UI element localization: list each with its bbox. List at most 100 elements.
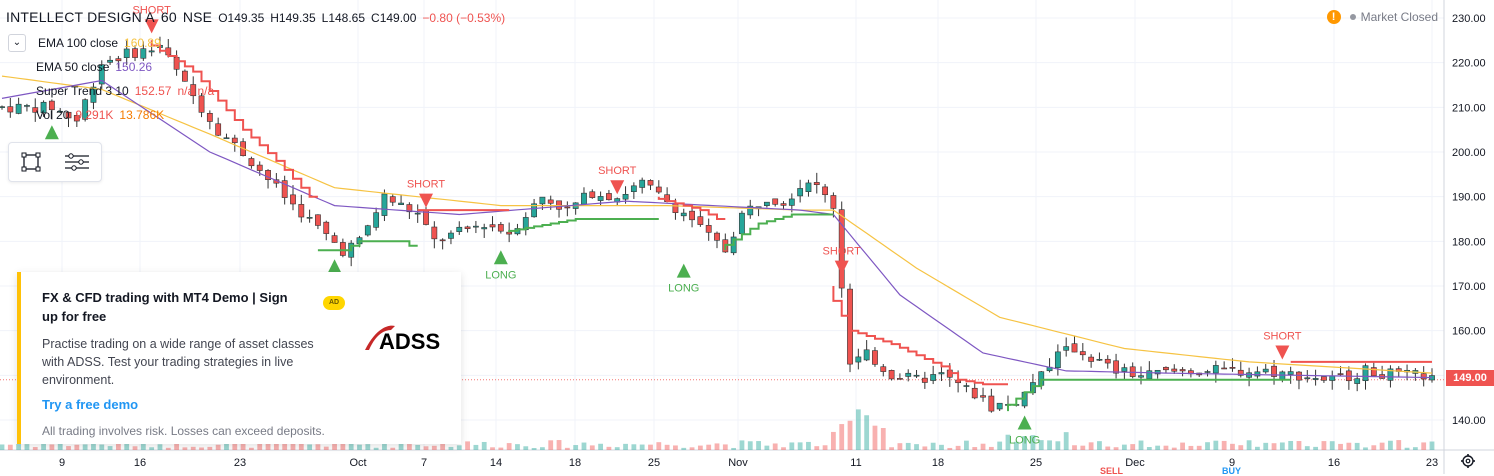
volume-bar <box>1354 442 1360 450</box>
candle-body <box>1329 375 1336 381</box>
volume-bar <box>340 442 346 450</box>
volume-bar <box>107 446 113 450</box>
candle-body <box>1179 369 1186 372</box>
candle-body <box>531 203 537 218</box>
candle-body <box>315 214 321 226</box>
volume-bar <box>1097 441 1102 450</box>
legend-name: EMA 100 close <box>38 36 119 50</box>
long-signal-arrow <box>493 250 508 265</box>
time-axis[interactable]: 9 16 23 Oct 7 14 18 25 Nov 11 18 25 Dec 9 16 23 <box>59 457 1438 469</box>
candle-body <box>1387 368 1394 381</box>
legend-row-ema50[interactable]: EMA 50 close 150.26 <box>8 55 214 79</box>
settings-lines-icon[interactable] <box>63 151 91 173</box>
candle-body <box>913 374 920 377</box>
sell-tab[interactable]: SELL <box>1100 466 1124 476</box>
candle-body <box>1063 346 1070 351</box>
price-tick-label: 210.00 <box>1452 102 1486 114</box>
volume-bar <box>473 444 479 450</box>
market-status-text: Market Closed <box>1360 10 1438 24</box>
ad-cta-link[interactable]: Try a free demo <box>42 397 139 412</box>
legend-value-2: n/a n/a <box>177 84 215 98</box>
candle-body <box>963 385 970 387</box>
candle-body <box>1362 365 1369 382</box>
candle-body <box>90 86 97 103</box>
legend-row-ema100[interactable]: ⌄ EMA 100 close 160.89 <box>8 31 214 55</box>
candle-body <box>589 191 596 198</box>
candle-body <box>988 395 995 412</box>
volume-bar <box>282 441 288 450</box>
short-signal-arrow <box>144 19 159 34</box>
short-signal-arrow <box>1275 345 1290 360</box>
candle-body <box>763 201 770 206</box>
candle-body <box>448 232 454 239</box>
legend-row-supertrend[interactable]: Super Trend 3 10 152.57 n/a n/a <box>8 79 214 103</box>
candle-body <box>414 212 421 215</box>
volume-bar <box>66 446 71 450</box>
candle-body <box>1287 371 1294 375</box>
time-tick-label: 7 <box>421 457 427 469</box>
volume-bar <box>490 447 495 450</box>
buy-tab[interactable]: BUY <box>1222 466 1242 476</box>
candle-body <box>406 204 413 213</box>
candle-body <box>863 349 870 361</box>
candle-body <box>838 209 845 289</box>
short-signal-label: SHORT <box>1263 330 1302 342</box>
volume-bar <box>515 444 520 450</box>
candle-body <box>15 103 22 114</box>
candle-body <box>456 226 463 232</box>
volume-bar <box>249 447 254 450</box>
symbol-name[interactable]: INTELLECT DESIGN A <box>6 9 155 25</box>
drawing-toolbox <box>8 142 102 182</box>
volume-bar <box>174 441 179 450</box>
settings-gear-icon[interactable] <box>1461 454 1475 468</box>
volume-bar <box>1180 442 1185 450</box>
volume-bar <box>1146 447 1152 450</box>
volume-bar <box>1055 441 1061 450</box>
time-tick-label: 16 <box>1328 457 1340 469</box>
ad-title[interactable]: FX & CFD trading with MT4 Demo | Sign up… <box>42 290 288 324</box>
warning-icon[interactable]: ! <box>1326 10 1341 24</box>
rectangle-select-icon[interactable] <box>20 151 42 173</box>
volume-bar <box>839 424 845 450</box>
candle-body <box>40 101 47 114</box>
volume-bar <box>1130 444 1136 450</box>
collapse-legend-button[interactable]: ⌄ <box>8 34 26 52</box>
candle-body <box>672 202 679 213</box>
price-axis[interactable]: 230.00 220.00 210.00 200.00 190.00 180.00 170.… <box>1452 13 1486 427</box>
svg-text:ADSS: ADSS <box>379 329 440 354</box>
volume-bar <box>1313 446 1319 450</box>
candle-body <box>306 217 313 219</box>
ad-badge: AD <box>323 296 345 310</box>
volume-bar <box>1022 436 1028 450</box>
candle-body <box>1254 371 1261 377</box>
candle-body <box>115 58 122 62</box>
candle-body <box>73 115 80 122</box>
volume-bar <box>1030 435 1036 450</box>
candle-body <box>606 193 612 201</box>
legend-name: Vol 20 <box>36 108 70 122</box>
volume-bar <box>631 444 637 450</box>
volume-bar <box>1072 445 1077 450</box>
price-tick-label: 170.00 <box>1452 281 1486 293</box>
volume-bar <box>149 447 155 450</box>
volume-bar <box>872 425 878 450</box>
volume-bar <box>756 441 761 450</box>
volume-bar <box>1013 441 1019 450</box>
volume-bar <box>1371 445 1377 450</box>
candle-body <box>439 239 446 242</box>
legend-row-volume[interactable]: Vol 20 9.291K 13.786K <box>8 103 214 127</box>
supertrend-down-line <box>657 196 726 220</box>
volume-bar <box>623 443 628 450</box>
legend-value: 160.89 <box>124 36 161 50</box>
volume-bar <box>914 444 919 450</box>
volume-bar <box>1113 447 1119 450</box>
candle-body <box>98 64 105 85</box>
volume-bar <box>1138 440 1144 450</box>
ad-banner[interactable]: FX & CFD trading with MT4 Demo | Sign up… <box>17 272 461 444</box>
price-tick-label: 220.00 <box>1452 58 1486 70</box>
candle-body <box>938 372 945 375</box>
symbol-interval[interactable]: 60 <box>160 9 177 25</box>
volume-bar <box>315 444 321 450</box>
candle-body <box>1262 368 1269 373</box>
